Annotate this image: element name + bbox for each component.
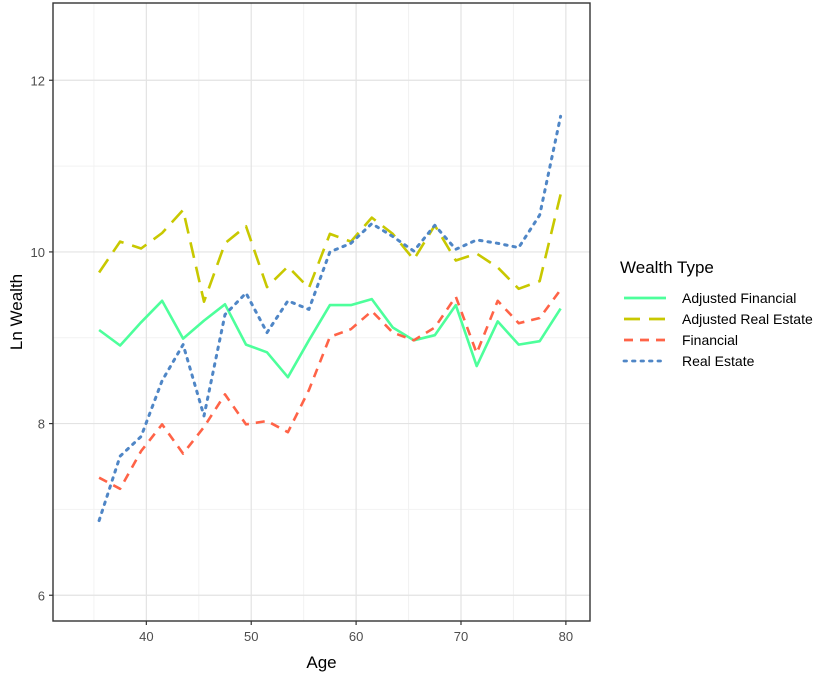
series-line [98, 297, 562, 379]
x-tick-label: 40 [139, 629, 153, 644]
axes: 40 50 60 70 80 6 8 10 12 [31, 2, 591, 644]
plot-area [53, 3, 590, 621]
legend-label: Adjusted Financial [682, 290, 796, 306]
y-tick-label: 12 [31, 73, 45, 88]
grid-lines [53, 3, 590, 621]
series-lines [97, 114, 563, 523]
y-tick-label: 10 [31, 245, 45, 260]
x-axis-title: Age [306, 653, 336, 672]
legend-label: Real Estate [682, 353, 755, 369]
y-axis-title: Ln Wealth [7, 274, 26, 350]
legend-title: Wealth Type [620, 258, 714, 277]
y-tick-label: 6 [38, 588, 45, 603]
legend-label: Adjusted Real Estate [682, 311, 813, 327]
series-line [98, 194, 562, 304]
x-tick-label: 80 [559, 629, 573, 644]
x-tick-label: 70 [454, 629, 468, 644]
y-tick-label: 8 [38, 417, 45, 432]
legend: Wealth Type Adjusted Financial Adjusted R… [620, 258, 813, 369]
plot-background [53, 3, 590, 621]
legend-label: Financial [682, 332, 738, 348]
panel-border [52, 2, 591, 622]
series-line [97, 114, 563, 523]
x-tick-label: 50 [244, 629, 258, 644]
x-tick-label: 60 [349, 629, 363, 644]
